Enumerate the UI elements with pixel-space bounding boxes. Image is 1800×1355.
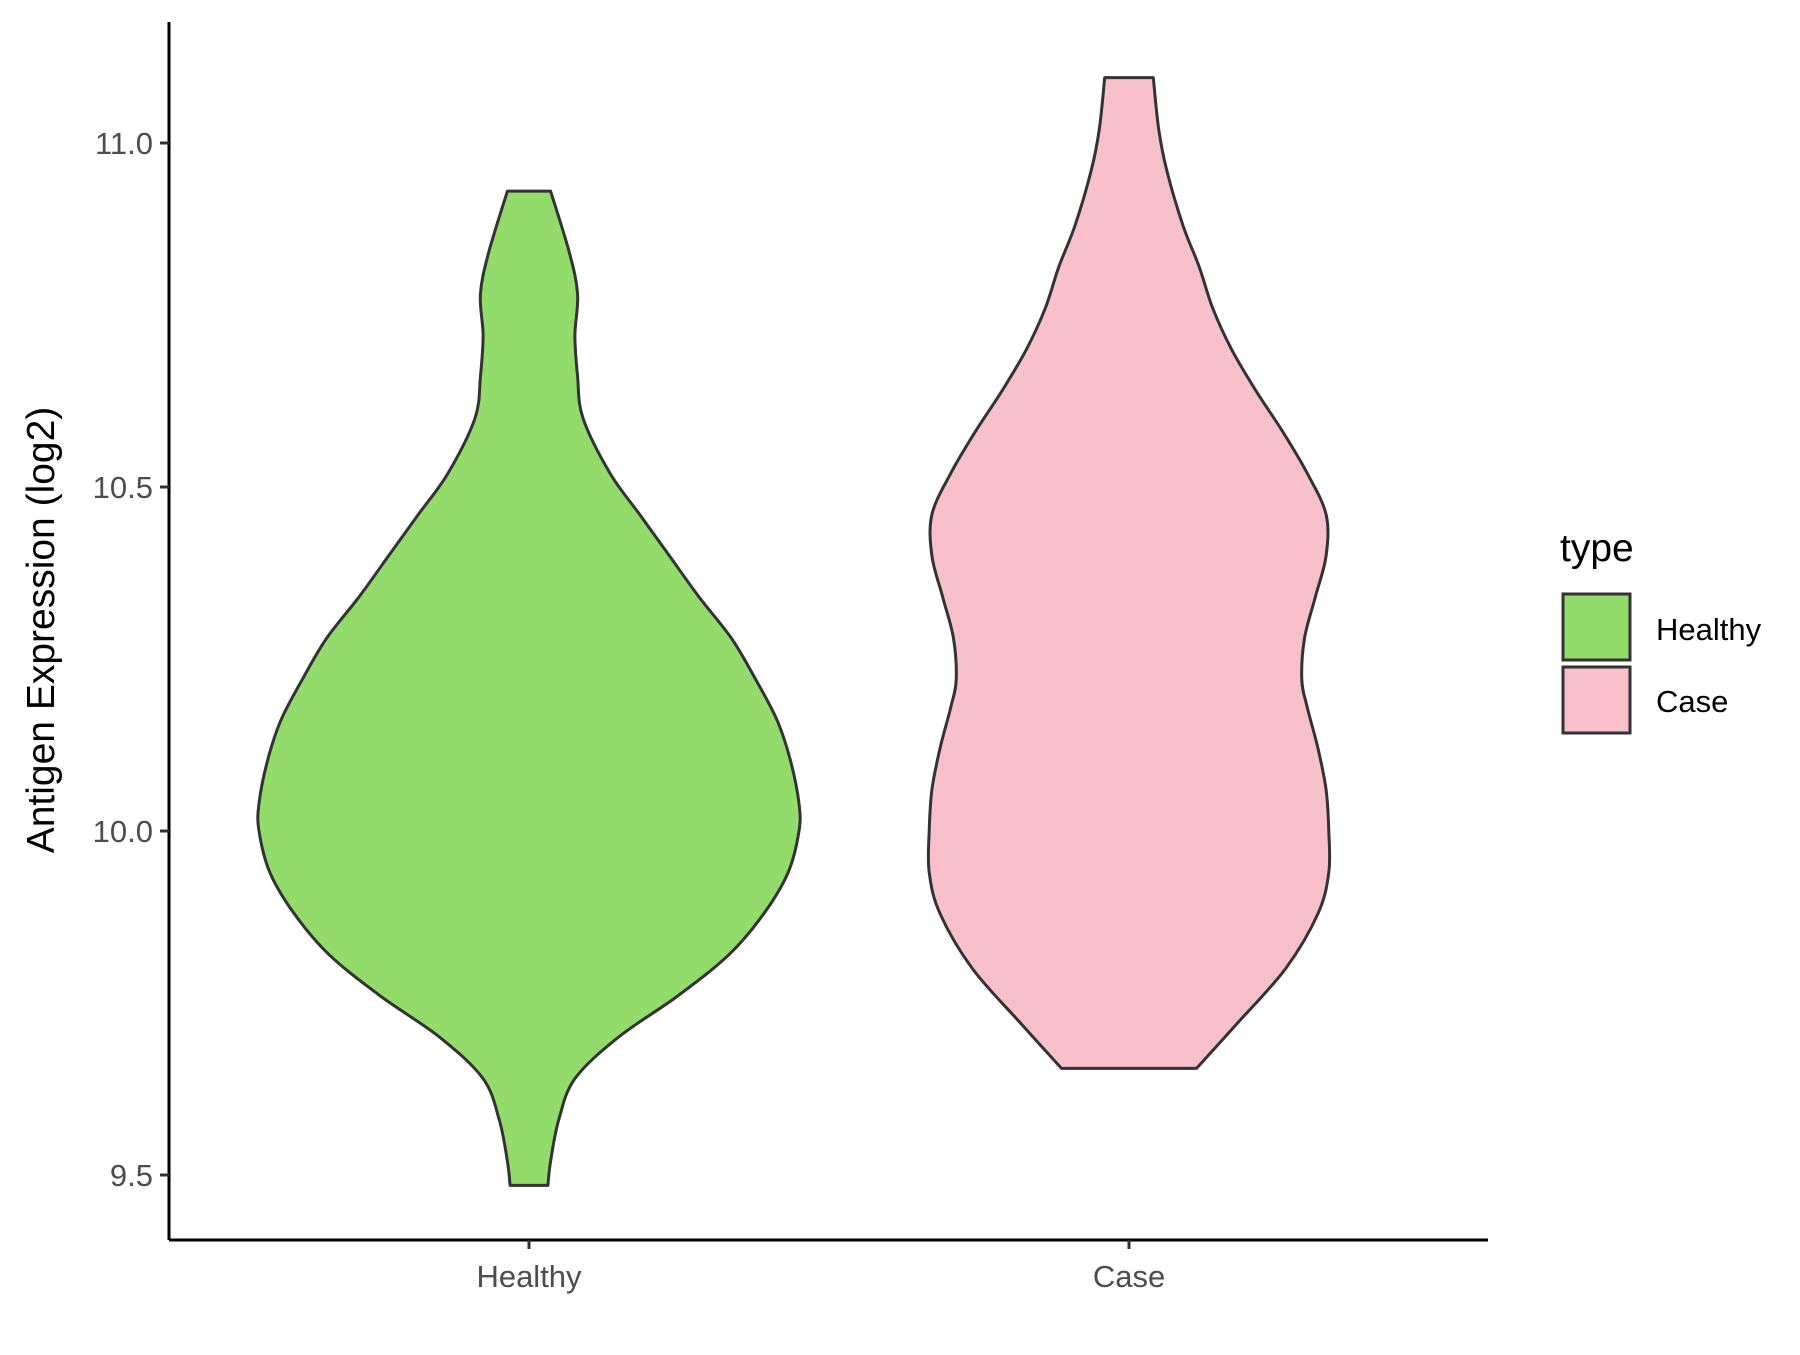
- violin-layer: [256, 76, 1332, 1187]
- legend-title: type: [1560, 527, 1634, 570]
- y-tick-label: 9.5: [110, 1158, 153, 1193]
- legend-label-case: Case: [1656, 684, 1728, 719]
- legend-key-healthy: [1561, 592, 1632, 662]
- legend-label-healthy: Healthy: [1656, 612, 1762, 647]
- legend-key-case: [1561, 665, 1632, 735]
- x-tick-label-case: Case: [1093, 1259, 1165, 1294]
- y-tick-label: 10.5: [93, 470, 153, 505]
- y-tick-label: 11.0: [95, 126, 153, 161]
- x-tick-label-healthy: Healthy: [476, 1259, 582, 1294]
- y-tick-label: 10.0: [93, 814, 153, 849]
- y-tick-layer: 9.5 10.0 10.5 11.0: [93, 126, 169, 1193]
- y-axis-title: Antigen Expression (log2): [20, 407, 63, 854]
- violin-case: [926, 76, 1332, 1070]
- legend: type Healthy Case: [1560, 527, 1762, 735]
- violin-healthy: [256, 189, 802, 1187]
- axes: [167, 22, 1488, 1242]
- x-tick-layer: Healthy Case: [476, 1240, 1165, 1294]
